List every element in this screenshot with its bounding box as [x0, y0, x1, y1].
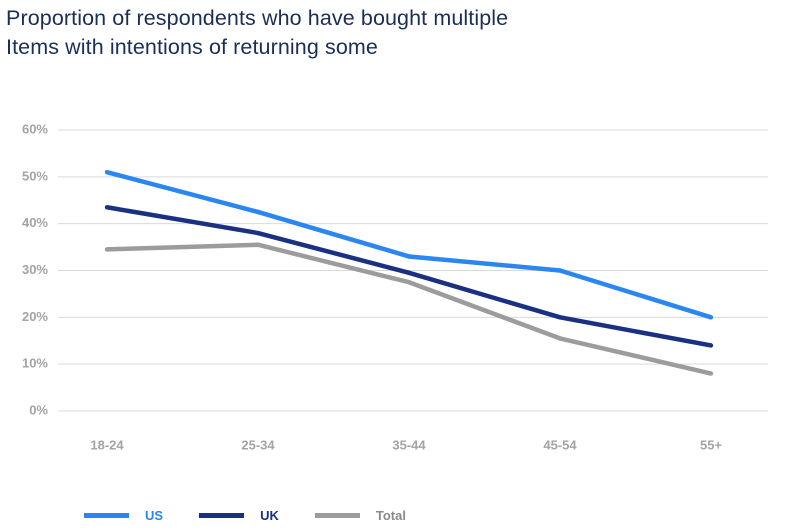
legend-swatch-us: [84, 512, 129, 518]
data-point-uk-18-24: [104, 205, 110, 210]
data-point-uk-25-34: [255, 230, 261, 236]
y-tick-label-20: 20%: [22, 309, 48, 324]
data-point-total-45-54: [557, 336, 563, 341]
legend-item-total: Total: [314, 507, 406, 523]
legend-swatch-uk: [199, 512, 245, 518]
x-tick-label-35-44: 35-44: [392, 437, 426, 452]
x-tick-label-18-24: 18-24: [90, 437, 124, 452]
data-point-us-45-54: [557, 268, 563, 273]
y-tick-label-10: 10%: [22, 356, 48, 371]
data-point-us-55+: [708, 315, 714, 320]
legend-label-us: US: [145, 507, 164, 523]
y-axis-tick-labels: 0% 10% 20% 30% 40% 50% 60%: [22, 121, 48, 417]
x-tick-label-25-34: 25-34: [241, 437, 275, 452]
legend-label-uk: UK: [260, 507, 279, 523]
data-point-total-35-44: [406, 280, 412, 285]
legend-item-us: US: [84, 508, 163, 523]
series-total: [104, 242, 714, 376]
data-point-total-25-34: [255, 242, 261, 247]
legend: US UK Total: [84, 506, 442, 524]
series-us: [104, 169, 714, 320]
data-series: [104, 169, 714, 376]
y-tick-label-40: 40%: [22, 215, 48, 230]
series-line-uk: [106, 205, 712, 348]
legend-swatch-total: [314, 512, 360, 518]
y-tick-label-0: 0%: [29, 402, 48, 417]
series-line-total: [106, 242, 712, 376]
chart-title-line-1: Proportion of respondents who have bough…: [6, 6, 509, 30]
chart-title-line-2: Items with intentions of returning some: [6, 35, 378, 59]
data-point-uk-35-44: [406, 270, 412, 276]
x-axis-tick-labels: 18-24 25-34 35-44 45-54 55+: [90, 437, 722, 452]
data-point-us-18-24: [104, 169, 110, 175]
data-point-us-35-44: [406, 254, 412, 259]
legend-label-total: Total: [375, 507, 406, 523]
y-tick-label-30: 30%: [22, 262, 48, 277]
data-point-uk-55+: [708, 343, 714, 348]
data-point-uk-45-54: [557, 315, 563, 320]
y-tick-label-50: 50%: [22, 168, 48, 183]
x-tick-label-45-54: 45-54: [543, 437, 577, 452]
data-point-total-18-24: [104, 247, 110, 252]
x-tick-label-55+: 55+: [700, 437, 722, 452]
chart-title: Proportion of respondents who have bough…: [6, 4, 646, 62]
series-uk: [104, 205, 714, 348]
y-tick-label-60: 60%: [22, 121, 48, 136]
data-point-us-25-34: [255, 209, 261, 215]
legend-item-uk: UK: [199, 508, 279, 523]
gridlines: [58, 129, 768, 412]
line-chart: 0% 10% 20% 30% 40% 50% 60% 18-24 25-34 35-44 45-5…: [22, 121, 768, 452]
data-point-total-55+: [708, 371, 714, 376]
